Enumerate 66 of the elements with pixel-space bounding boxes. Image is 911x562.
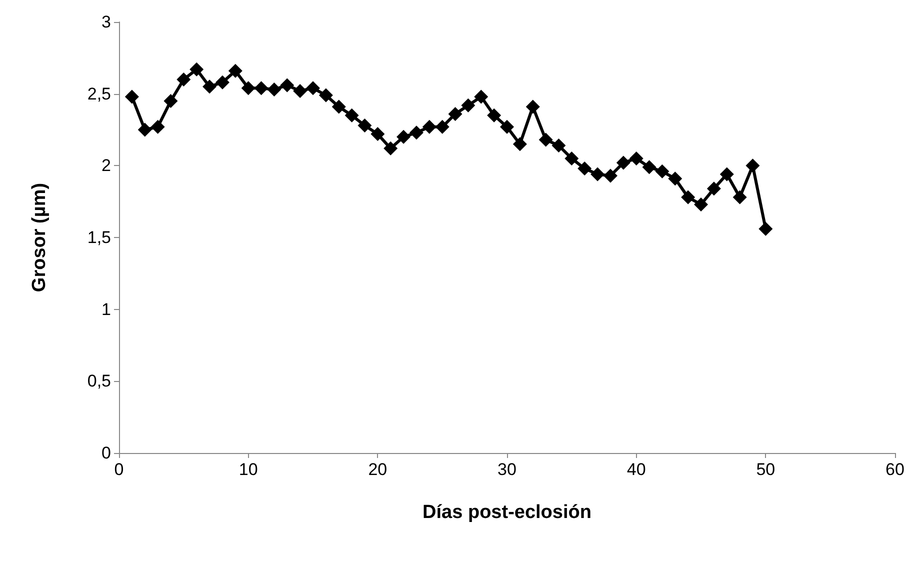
x-tick-label: 30	[498, 460, 516, 479]
point	[758, 222, 773, 236]
point	[616, 156, 630, 170]
point	[384, 141, 398, 156]
point	[603, 168, 618, 183]
point	[448, 106, 462, 121]
point	[538, 132, 553, 147]
point	[578, 162, 592, 176]
y-tick-label: 2,5	[87, 84, 111, 104]
point	[681, 190, 696, 204]
point	[512, 137, 527, 152]
point	[332, 100, 346, 114]
point	[396, 130, 411, 144]
point	[344, 108, 359, 122]
point	[228, 64, 242, 78]
point	[746, 158, 760, 173]
point	[124, 90, 139, 104]
point	[164, 94, 178, 108]
point	[190, 62, 204, 76]
x-axis-title: Días post-eclosión	[422, 502, 592, 523]
point	[202, 80, 217, 94]
point	[176, 72, 191, 86]
point	[526, 100, 540, 114]
point	[254, 81, 268, 96]
point	[474, 90, 488, 104]
point	[280, 78, 294, 92]
point	[370, 127, 385, 142]
point	[500, 120, 514, 134]
point	[150, 120, 165, 134]
point	[293, 84, 308, 98]
point	[668, 172, 682, 186]
point	[461, 98, 476, 112]
point	[629, 151, 644, 166]
point	[655, 164, 670, 178]
x-tick-label: 10	[238, 460, 258, 479]
point	[590, 167, 605, 182]
point	[138, 122, 152, 137]
point	[267, 82, 282, 97]
point	[552, 138, 566, 153]
point	[241, 81, 256, 96]
x-tick-label: 20	[368, 460, 388, 479]
point	[642, 160, 656, 174]
x-tick-label: 60	[886, 460, 904, 479]
y-tick-label: 3	[102, 12, 111, 32]
point	[422, 120, 436, 134]
point	[694, 197, 708, 212]
y-tick-label: 0	[102, 444, 111, 462]
point	[358, 118, 372, 132]
point	[706, 182, 721, 196]
y-tick-label: 0,5	[87, 372, 111, 391]
y-tick-label: 1,5	[87, 228, 111, 247]
x-tick-label: 50	[756, 460, 776, 479]
point	[215, 75, 230, 90]
point	[435, 120, 450, 134]
point	[409, 126, 424, 140]
point	[732, 190, 747, 204]
point	[564, 151, 579, 166]
point	[318, 88, 333, 102]
y-axis-title: Grosor (µm)	[29, 182, 50, 292]
point	[720, 167, 734, 182]
point	[306, 81, 320, 96]
y-tick-label: 1	[102, 300, 111, 319]
y-tick-label: 2	[102, 156, 111, 176]
point	[487, 108, 502, 122]
x-tick-label: 0	[114, 460, 124, 479]
x-tick-label: 40	[626, 460, 646, 479]
